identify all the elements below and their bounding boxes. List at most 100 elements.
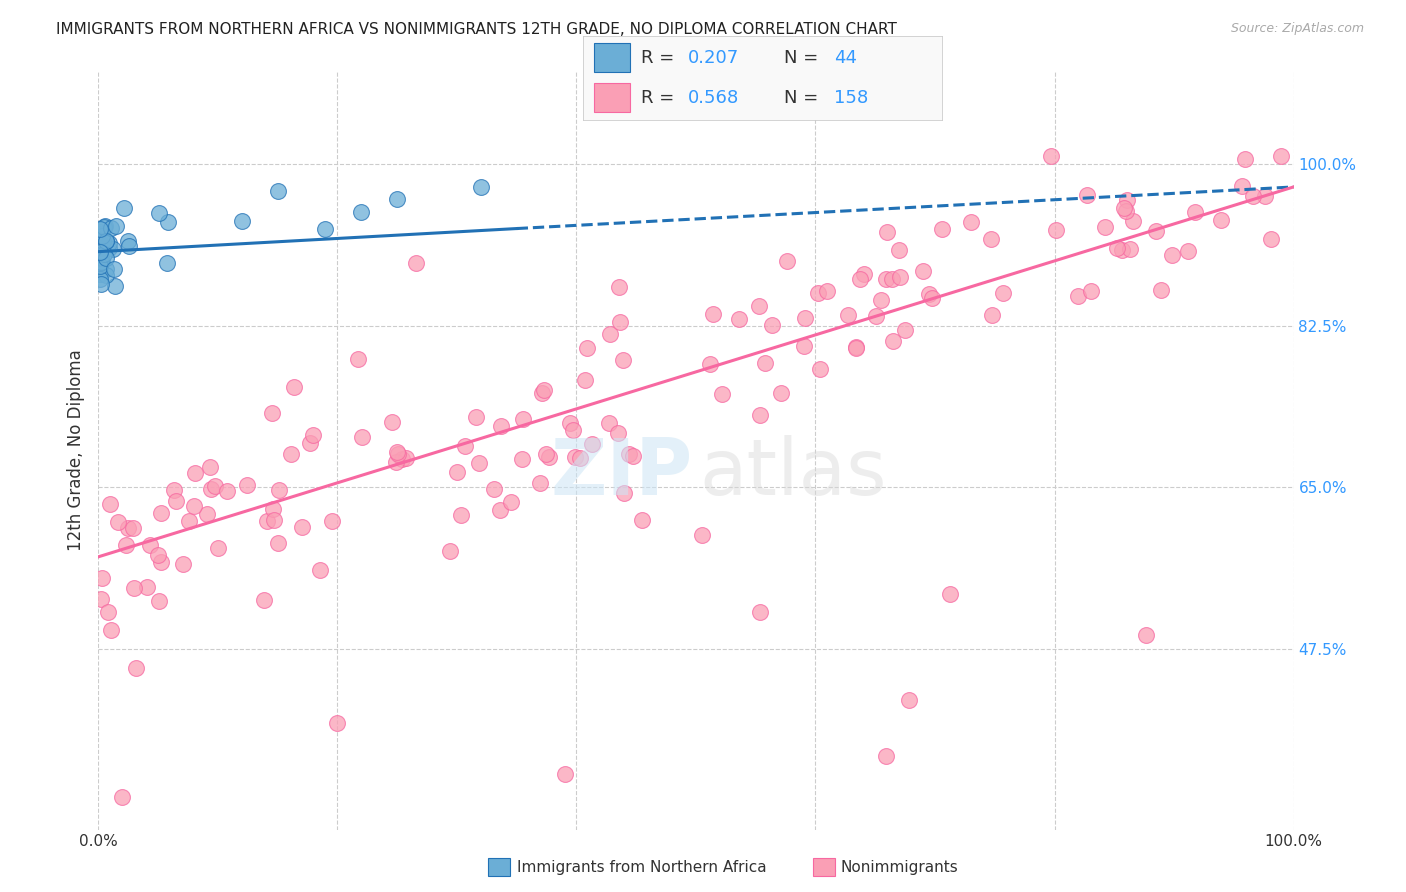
- Point: [112, 201, 135, 215]
- Point: [111, 790, 134, 805]
- Point: [97, 236, 120, 251]
- Point: [875, 748, 897, 763]
- Point: [346, 351, 368, 366]
- Point: [148, 205, 170, 219]
- Point: [89, 222, 111, 236]
- Point: [350, 204, 373, 219]
- Point: [468, 456, 491, 470]
- Point: [1150, 283, 1173, 297]
- Point: [283, 380, 305, 394]
- Point: [882, 272, 904, 286]
- Point: [150, 555, 173, 569]
- Point: [875, 272, 897, 286]
- Point: [177, 514, 200, 528]
- Point: [105, 219, 128, 233]
- Point: [172, 558, 194, 572]
- Point: [769, 385, 792, 400]
- Point: [149, 507, 172, 521]
- Point: [253, 593, 276, 607]
- Point: [807, 285, 830, 300]
- Point: [90, 277, 112, 292]
- Point: [607, 425, 630, 440]
- Point: [575, 341, 598, 355]
- Point: [184, 467, 207, 481]
- Point: [702, 307, 724, 321]
- Point: [1067, 289, 1090, 303]
- Point: [1045, 223, 1067, 237]
- Point: [598, 416, 620, 430]
- Point: [960, 215, 983, 229]
- Point: [621, 449, 644, 463]
- Point: [1111, 244, 1133, 258]
- Point: [533, 383, 555, 397]
- Point: [865, 309, 887, 323]
- Point: [1241, 188, 1264, 202]
- Point: [938, 587, 960, 601]
- Point: [491, 419, 513, 434]
- Point: [612, 353, 634, 368]
- Point: [465, 410, 488, 425]
- Point: [574, 373, 596, 387]
- Point: [1254, 189, 1277, 203]
- Point: [93, 220, 115, 235]
- Point: [103, 242, 125, 256]
- Point: [385, 455, 408, 469]
- Bar: [595, 83, 630, 112]
- Point: [91, 234, 114, 248]
- Point: [291, 520, 314, 534]
- Point: [531, 386, 554, 401]
- Point: [1270, 149, 1292, 163]
- Point: [776, 253, 799, 268]
- Point: [439, 544, 461, 558]
- Point: [918, 286, 941, 301]
- Point: [690, 528, 713, 542]
- Point: [1116, 194, 1139, 208]
- Point: [93, 247, 115, 261]
- Bar: [595, 44, 630, 72]
- Point: [94, 268, 117, 282]
- Point: [1234, 152, 1257, 166]
- Point: [728, 312, 751, 326]
- Point: [96, 234, 118, 248]
- Point: [198, 460, 221, 475]
- Point: [1039, 148, 1062, 162]
- Text: Immigrants from Northern Africa: Immigrants from Northern Africa: [517, 860, 768, 874]
- Point: [599, 326, 621, 341]
- Point: [849, 272, 872, 286]
- Point: [89, 225, 111, 239]
- Point: [501, 495, 523, 509]
- Text: ZIP: ZIP: [550, 435, 692, 511]
- Point: [103, 262, 125, 277]
- Point: [450, 508, 472, 522]
- Point: [122, 521, 145, 535]
- Text: R =: R =: [641, 88, 681, 106]
- Point: [1230, 179, 1253, 194]
- Point: [837, 308, 859, 322]
- Point: [89, 245, 111, 260]
- Point: [114, 538, 136, 552]
- Text: 0.568: 0.568: [688, 88, 738, 106]
- Point: [165, 493, 187, 508]
- Point: [387, 447, 409, 461]
- Point: [385, 445, 409, 459]
- Point: [538, 450, 561, 464]
- Point: [267, 184, 290, 198]
- Point: [870, 293, 893, 308]
- Point: [267, 536, 290, 550]
- Point: [91, 571, 114, 585]
- Point: [446, 465, 468, 479]
- Point: [405, 255, 427, 269]
- Point: [138, 538, 160, 552]
- Point: [256, 514, 278, 528]
- Point: [94, 234, 117, 248]
- Point: [148, 594, 170, 608]
- Point: [748, 299, 770, 313]
- Text: N =: N =: [785, 49, 824, 67]
- Point: [630, 513, 652, 527]
- Point: [921, 291, 943, 305]
- Point: [381, 415, 404, 429]
- Point: [236, 477, 259, 491]
- Point: [911, 263, 934, 277]
- Point: [711, 387, 734, 401]
- Point: [754, 356, 776, 370]
